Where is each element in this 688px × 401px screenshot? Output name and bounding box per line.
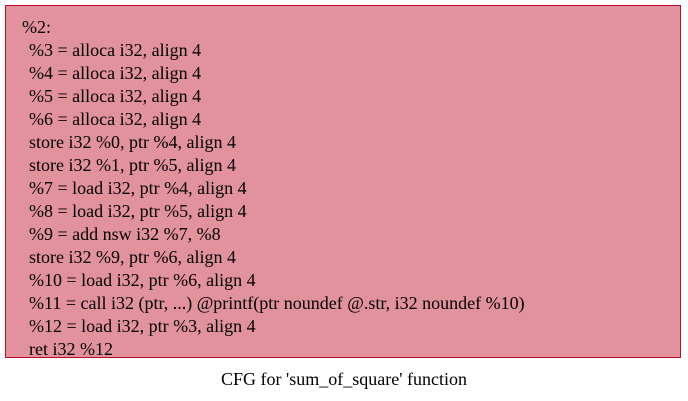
instruction-line: %6 = alloca i32, align 4 xyxy=(29,109,202,129)
instruction-line: store i32 %0, ptr %4, align 4 xyxy=(29,132,236,152)
instruction-line: ret i32 %12 xyxy=(29,339,113,359)
instruction-line: %5 = alloca i32, align 4 xyxy=(29,86,202,106)
block-label: %2: xyxy=(22,17,51,37)
instruction-line: %10 = load i32, ptr %6, align 4 xyxy=(29,270,256,290)
instruction-line: %4 = alloca i32, align 4 xyxy=(29,63,202,83)
instruction-line: %3 = alloca i32, align 4 xyxy=(29,40,202,60)
instruction-list: %3 = alloca i32, align 4 %4 = alloca i32… xyxy=(29,39,525,361)
instruction-line: store i32 %9, ptr %6, align 4 xyxy=(29,247,236,267)
instruction-line: %12 = load i32, ptr %3, align 4 xyxy=(29,316,256,336)
instruction-line: store i32 %1, ptr %5, align 4 xyxy=(29,155,236,175)
instruction-line: %7 = load i32, ptr %4, align 4 xyxy=(29,178,247,198)
instruction-line: %8 = load i32, ptr %5, align 4 xyxy=(29,201,247,221)
instruction-line: %9 = add nsw i32 %7, %8 xyxy=(29,224,221,244)
graph-title: CFG for 'sum_of_square' function xyxy=(221,369,467,389)
cfg-basic-block-node: %2: %3 = alloca i32, align 4 %4 = alloca… xyxy=(5,5,681,361)
instruction-line: %11 = call i32 (ptr, ...) @printf(ptr no… xyxy=(29,293,525,313)
